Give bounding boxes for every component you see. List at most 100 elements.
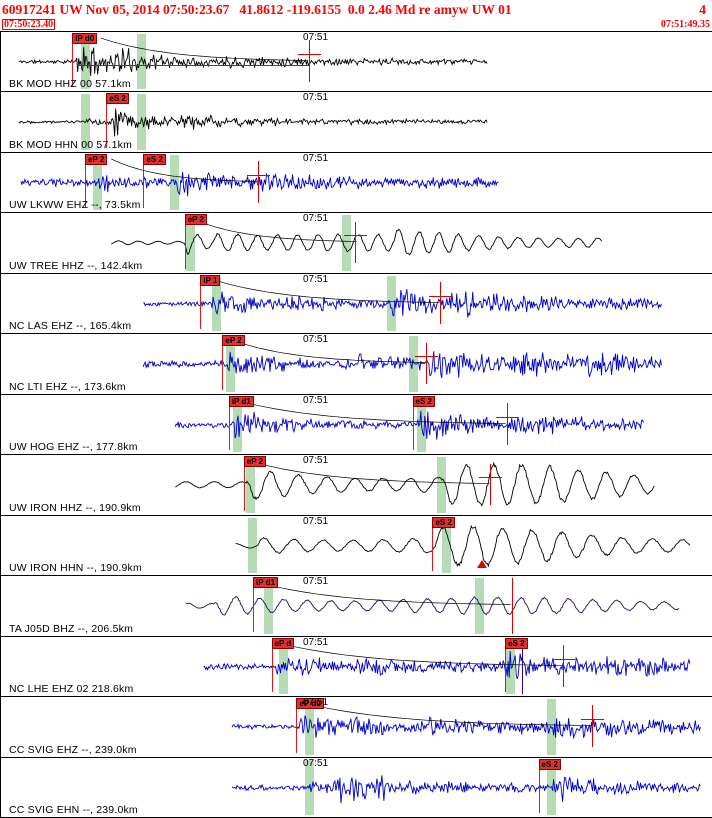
coda-decay-curve <box>214 279 440 303</box>
phase-pick-flag[interactable]: eS 2 <box>412 395 435 407</box>
minute-tick-label: 07:51 <box>303 213 329 225</box>
phase-pick-flag[interactable]: eP d0 <box>296 698 324 710</box>
phase-pick-line[interactable] <box>505 638 507 693</box>
phase-pick-line[interactable] <box>72 34 74 88</box>
predicted-phase-window <box>212 275 222 332</box>
trace-panel-2[interactable]: eS 2 07:51 BK MOD HHN 00 57.1km <box>1 92 712 153</box>
trace-panel-3[interactable]: eP 2 eS 2 07:51 UW LKWW EHZ --, 73.5km <box>1 152 712 214</box>
waveform-plot <box>143 279 662 318</box>
coda-decay-curve <box>256 581 511 606</box>
coda-decay-curve <box>278 642 563 666</box>
phase-pick-flag[interactable]: eS 2 <box>106 93 129 105</box>
phase-pick-flag[interactable]: eP 2 <box>243 456 267 468</box>
predicted-phase-window <box>342 215 352 271</box>
phase-pick-flag[interactable]: eS 2 <box>538 758 562 770</box>
phase-pick-flag[interactable]: eS 2 <box>505 637 528 649</box>
waveform-plot <box>231 702 701 739</box>
trace-panel-6[interactable]: eP 2 07:51 NC LTI EHZ --, 173.6km <box>1 334 712 395</box>
phase-pick-line[interactable] <box>538 759 540 814</box>
waveform-plot <box>174 460 655 507</box>
minute-tick-label: 07:51 <box>303 394 329 406</box>
phase-pick-flag[interactable]: eS 2 <box>143 153 166 165</box>
predicted-phase-window <box>226 336 236 392</box>
waveform-plot <box>18 37 488 76</box>
phase-pick-flag[interactable]: iP 1 <box>200 274 221 286</box>
coda-decay-curve <box>231 339 426 364</box>
phase-marker-line[interactable] <box>511 578 513 634</box>
phase-pick-flag[interactable]: eP 2 <box>222 335 245 347</box>
phase-pick-line[interactable] <box>296 699 298 753</box>
phase-pick-flag[interactable]: eP 2 <box>85 153 108 165</box>
trace-panel-11[interactable]: eP d eS 2 07:51 NC LHE EHZ 02 218.6km <box>1 636 712 698</box>
phase-pick-line[interactable] <box>184 215 186 269</box>
phase-pick-line[interactable] <box>271 638 273 693</box>
coda-duration-whisker <box>415 356 439 358</box>
phase-pick-line[interactable] <box>200 275 202 330</box>
phase-pick-flag[interactable]: eP 2 <box>184 214 207 226</box>
predicted-phase-window <box>137 34 147 90</box>
phase-pick-flag[interactable]: iP d1 <box>228 395 254 407</box>
coda-duration-marker[interactable] <box>308 40 310 82</box>
phase-pick-line[interactable] <box>412 396 414 451</box>
phase-pick-flag[interactable]: eS 2 <box>432 516 455 528</box>
coda-duration-marker[interactable] <box>258 161 260 203</box>
predicted-phase-window <box>546 759 556 816</box>
minute-tick-label: 07:51 <box>303 576 329 588</box>
trace-panel-13[interactable]: eS 2 07:51 CC SVIG EHN --, 239.0km <box>1 757 712 818</box>
coda-duration-marker[interactable] <box>354 221 356 264</box>
phase-marker-line[interactable] <box>522 638 524 695</box>
station-label: BK MOD HHN 00 57.1km <box>9 138 133 151</box>
phase-pick-line[interactable] <box>243 457 245 511</box>
station-label: CC SVIG EHZ --, 239.0km <box>9 743 137 756</box>
phase-pick-flag[interactable]: iP d0 <box>72 33 98 44</box>
coda-decay-curve <box>100 37 309 61</box>
minute-tick-label: 07:51 <box>303 455 329 467</box>
station-label: NC LAS EHZ --, 165.4km <box>9 320 132 333</box>
amplitude-triangle-marker[interactable] <box>476 560 487 569</box>
coda-duration-marker[interactable] <box>563 645 565 687</box>
coda-decay-curve <box>192 219 357 243</box>
waveform-plot <box>18 109 488 137</box>
trace-panel-8[interactable]: eP 2 07:51 UW IRON HHZ --, 190.9km <box>1 455 712 516</box>
coda-duration-marker[interactable] <box>440 282 442 324</box>
coda-duration-whisker <box>495 416 519 418</box>
station-label: BK MOD HHZ 00 57.1km <box>9 78 131 91</box>
window-end-time: 07:51:49.35 <box>660 19 710 30</box>
station-label: NC LTI EHZ --, 173.6km <box>9 380 126 393</box>
phase-pick-flag[interactable]: eP d <box>271 637 295 649</box>
station-label: CC SVIG EHN --, 239.0km <box>9 804 138 817</box>
predicted-phase-window <box>278 638 288 695</box>
minute-tick-label: 07:51 <box>303 152 329 164</box>
minute-tick-label: 07:51 <box>303 515 329 527</box>
time-window-bar: 07:50:23.40 07:51:49.35 <box>0 19 712 31</box>
window-start-time[interactable]: 07:50:23.40 <box>2 19 56 30</box>
phase-pick-line[interactable] <box>85 154 87 209</box>
station-label: UW HOG EHZ --, 177.8km <box>9 441 138 454</box>
event-summary: 60917241 UW Nov 05, 2014 07:50:23.67 41.… <box>2 2 512 17</box>
station-label: NC LHE EHZ 02 218.6km <box>9 683 134 696</box>
trace-panel-10[interactable]: iP d1 07:51 TA J05D BHZ --, 206.5km <box>1 576 712 637</box>
trace-panel-9[interactable]: eS 2 07:51 UW IRON HHN --, 190.9km <box>1 515 712 577</box>
phase-pick-line[interactable] <box>143 154 145 209</box>
coda-duration-marker[interactable] <box>506 403 508 445</box>
phase-pick-line[interactable] <box>432 517 434 572</box>
trace-panel-5[interactable]: iP 1 07:51 NC LAS EHZ --, 165.4km <box>1 273 712 335</box>
coda-duration-marker[interactable] <box>426 342 428 385</box>
predicted-phase-window <box>185 215 195 271</box>
coda-duration-whisker <box>429 295 453 297</box>
phase-pick-flag[interactable]: iP d1 <box>253 577 279 589</box>
phase-pick-line[interactable] <box>253 578 255 632</box>
trace-panel-1[interactable]: iP d0 07:51 BK MOD HHZ 00 57.1km <box>1 32 712 93</box>
coda-duration-marker[interactable] <box>490 463 492 506</box>
coda-duration-whisker <box>343 235 367 237</box>
phase-pick-line[interactable] <box>222 336 224 390</box>
trace-panel-4[interactable]: eP 2 07:51 UW TREE HHZ --, 142.4km <box>1 213 712 274</box>
phase-pick-line[interactable] <box>106 94 108 148</box>
predicted-phase-window <box>475 578 485 634</box>
predicted-phase-window <box>137 94 147 150</box>
trace-panel-12[interactable]: eP d0 07:51 CC SVIG EHZ --, 239.0km <box>1 697 712 758</box>
coda-duration-marker[interactable] <box>591 705 593 748</box>
predicted-phase-window <box>233 396 243 453</box>
phase-pick-line[interactable] <box>228 396 230 451</box>
trace-panel-7[interactable]: iP d1 eS 2 07:51 UW HOG EHZ --, 177.8km <box>1 394 712 456</box>
